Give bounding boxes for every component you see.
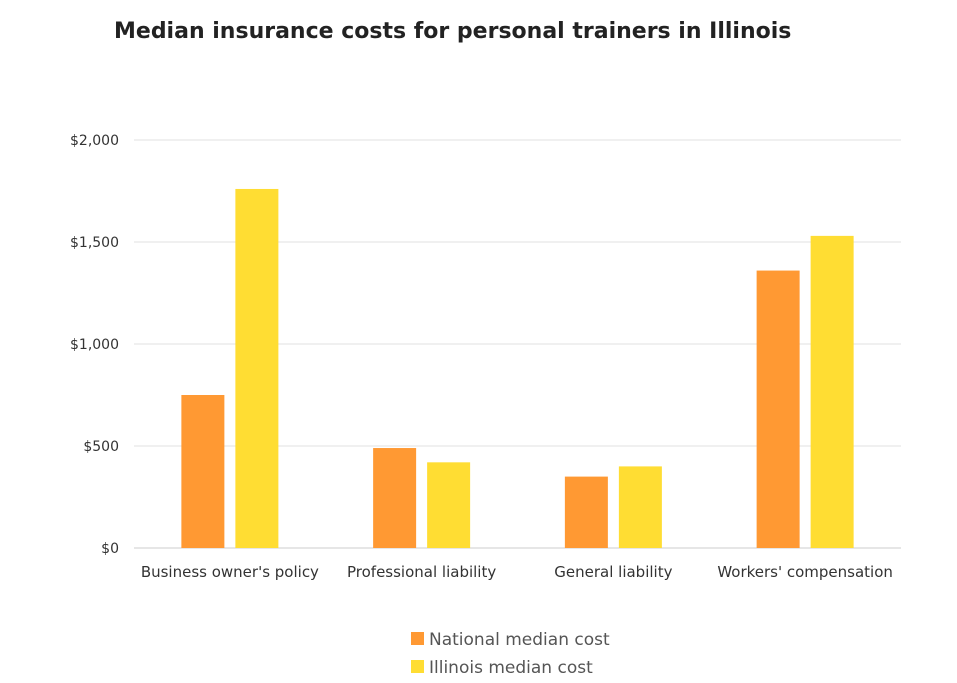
x-category-label: General liability xyxy=(554,563,672,581)
bar-national-2 xyxy=(564,476,608,548)
chart-title: Median insurance costs for personal trai… xyxy=(114,19,792,44)
y-tick-label: $0 xyxy=(101,541,119,557)
bar-illinois-3 xyxy=(810,235,854,548)
x-category-label: Workers' compensation xyxy=(717,563,893,581)
legend: National median cost Illinois median cost xyxy=(411,630,610,678)
y-tick-label: $500 xyxy=(83,439,119,455)
y-axis-tick-labels: $0 $500 $1,000 $1,500 $2,000 xyxy=(70,133,119,557)
bar-national-1 xyxy=(373,448,417,548)
y-tick-label: $1,000 xyxy=(70,337,119,353)
bar-illinois-2 xyxy=(618,466,662,548)
y-tick-label: $1,500 xyxy=(70,235,119,251)
bar-illinois-1 xyxy=(427,462,471,548)
y-tick-label: $2,000 xyxy=(70,133,119,149)
legend-label: Illinois median cost xyxy=(429,658,593,678)
bar-national-0 xyxy=(181,395,225,548)
x-category-label: Professional liability xyxy=(347,563,496,581)
legend-label: National median cost xyxy=(429,630,610,650)
bar-national-3 xyxy=(756,270,800,548)
x-axis-category-labels: Business owner's policy Professional liab… xyxy=(141,563,893,581)
bars xyxy=(181,188,854,548)
legend-swatch xyxy=(411,632,424,645)
bar-illinois-0 xyxy=(235,188,279,548)
legend-swatch xyxy=(411,660,424,673)
x-category-label: Business owner's policy xyxy=(141,563,319,581)
